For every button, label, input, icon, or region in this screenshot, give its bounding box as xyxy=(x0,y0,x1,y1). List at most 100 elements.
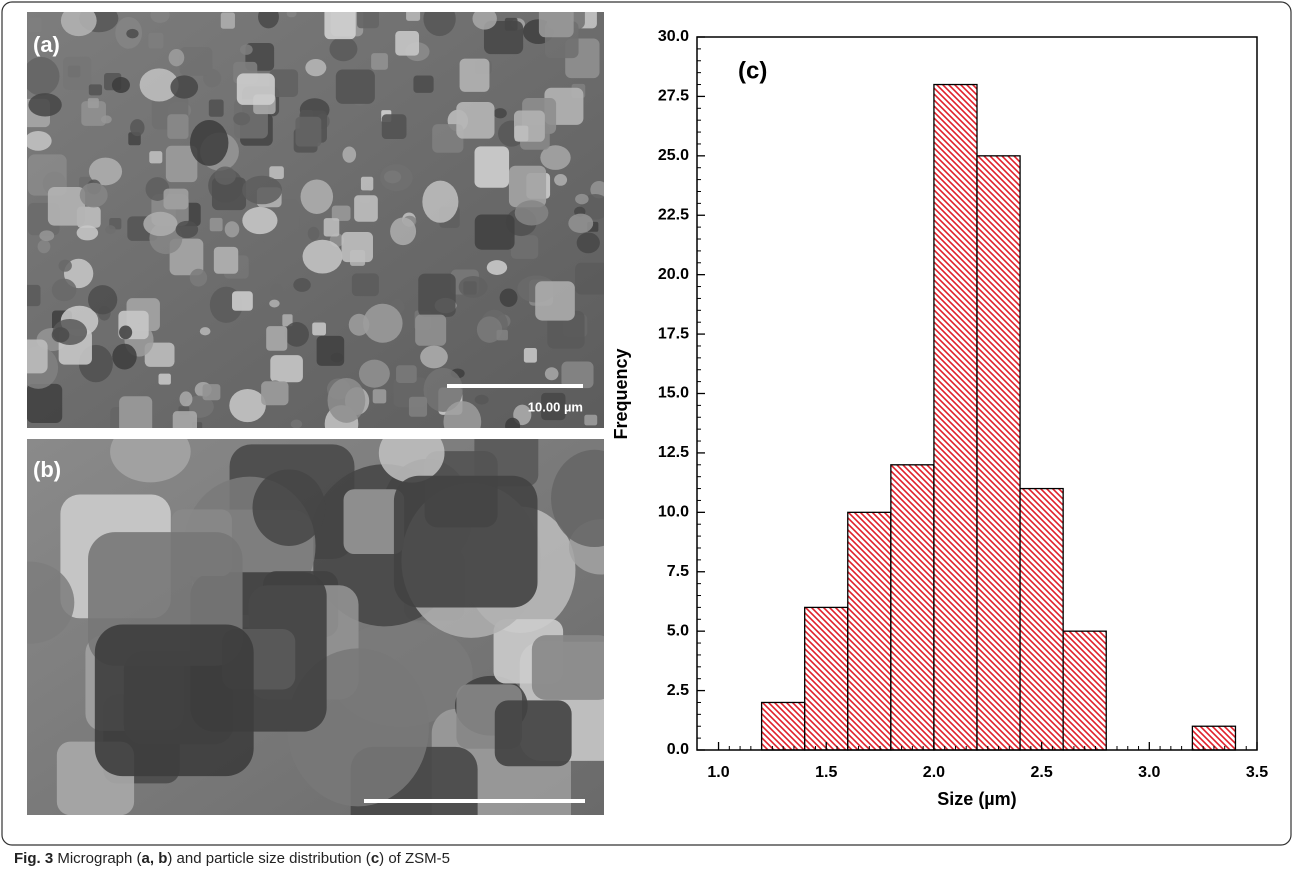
crystal xyxy=(208,99,224,117)
bar xyxy=(933,83,978,751)
crystal xyxy=(575,262,604,295)
crystal xyxy=(423,367,463,412)
crystal xyxy=(351,273,379,297)
crystal xyxy=(390,217,417,246)
figure-caption: Fig. 3 Micrograph (a, b) and particle si… xyxy=(10,850,454,867)
crystal xyxy=(312,322,326,336)
crystal xyxy=(396,365,417,383)
crystal xyxy=(584,414,598,426)
x-tick-label: 1.0 xyxy=(707,764,729,781)
crystal xyxy=(418,273,456,317)
crystal xyxy=(76,225,99,241)
crystal xyxy=(88,285,118,315)
crystal xyxy=(189,119,229,166)
x-tick-label: 3.5 xyxy=(1246,764,1268,781)
crystal xyxy=(443,401,482,428)
crystal xyxy=(269,299,280,308)
crystal xyxy=(88,84,103,96)
crystal xyxy=(415,314,447,346)
crystal xyxy=(27,56,60,96)
crystal xyxy=(158,373,171,385)
y-tick-label: 10.0 xyxy=(658,504,689,521)
crystal xyxy=(463,281,477,295)
crystal xyxy=(258,12,279,29)
y-tick-label: 12.5 xyxy=(658,444,689,461)
y-tick-label: 0.0 xyxy=(667,741,689,758)
crystal xyxy=(561,361,594,389)
crystal xyxy=(224,221,240,238)
crystal xyxy=(331,205,351,221)
crystal xyxy=(112,343,137,370)
crystal xyxy=(499,288,518,307)
crystal xyxy=(27,130,52,151)
y-tick-label: 25.0 xyxy=(658,147,689,164)
crystal xyxy=(167,114,189,139)
crystal xyxy=(327,377,366,423)
crystal xyxy=(423,12,456,37)
crystal xyxy=(145,177,170,201)
caption-text: Micrograph ( xyxy=(53,850,142,867)
crystal xyxy=(357,12,379,29)
crystal xyxy=(143,211,178,237)
crystal xyxy=(354,195,378,222)
y-tick-label: 15.0 xyxy=(658,385,689,402)
crystal xyxy=(494,700,572,767)
crystal xyxy=(130,119,145,137)
crystal xyxy=(252,469,326,546)
crystal xyxy=(474,214,515,250)
crystal xyxy=(514,125,529,142)
crystal xyxy=(189,268,208,287)
crystal xyxy=(540,145,571,170)
crystal xyxy=(179,391,193,407)
crystal xyxy=(508,165,547,208)
caption-text: ) of ZSM-5 xyxy=(379,850,450,867)
crystal xyxy=(551,449,604,548)
crystal xyxy=(100,115,112,124)
x-tick-label: 2.0 xyxy=(923,764,945,781)
crystal xyxy=(380,164,413,192)
crystal xyxy=(493,108,507,119)
crystal xyxy=(269,166,284,180)
crystal xyxy=(202,384,221,401)
crystal xyxy=(209,217,223,232)
crystal xyxy=(393,475,538,608)
crystal xyxy=(341,231,373,263)
crystal xyxy=(270,355,303,383)
crystal xyxy=(476,316,503,343)
crystal xyxy=(474,394,489,405)
crystal xyxy=(105,225,116,235)
crystal xyxy=(119,325,133,340)
figure-frame xyxy=(1,1,1292,846)
crystal xyxy=(87,98,99,109)
crystal xyxy=(199,327,211,336)
crystal xyxy=(554,173,568,186)
crystal xyxy=(420,345,448,369)
crystal xyxy=(94,624,254,777)
crystal xyxy=(576,232,600,254)
crystal xyxy=(27,561,75,644)
crystal xyxy=(323,218,340,237)
crystal xyxy=(79,182,108,208)
chart-annotation: (c) xyxy=(738,57,767,84)
crystal xyxy=(496,329,508,341)
caption-text: a, b xyxy=(141,850,168,867)
crystal xyxy=(316,335,345,366)
crystal xyxy=(47,187,86,226)
crystal xyxy=(27,154,67,196)
crystal xyxy=(358,359,390,388)
crystal xyxy=(286,12,297,18)
crystal xyxy=(213,246,239,274)
crystal xyxy=(343,489,405,555)
x-tick-label: 3.0 xyxy=(1138,764,1160,781)
crystal xyxy=(459,58,490,92)
crystal xyxy=(486,260,508,275)
bar xyxy=(890,464,935,751)
crystal xyxy=(110,439,191,483)
crystal xyxy=(266,326,288,351)
crystal xyxy=(523,348,537,363)
crystal xyxy=(239,44,253,55)
x-tick-label: 2.5 xyxy=(1030,764,1052,781)
crystal xyxy=(150,12,170,23)
caption-text: c xyxy=(370,850,380,867)
